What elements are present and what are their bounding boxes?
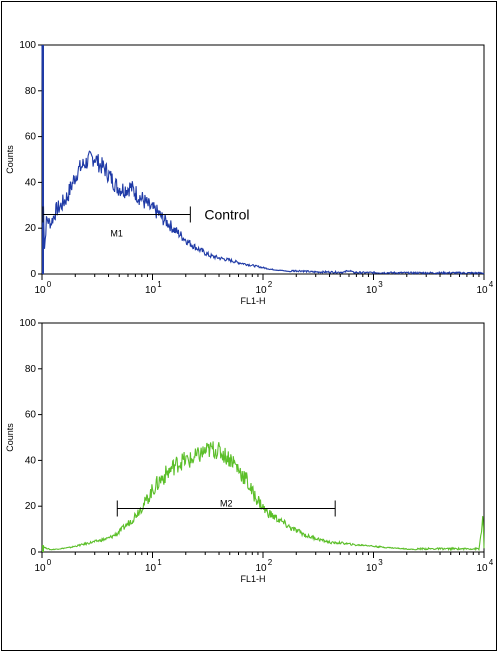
gate-label: M2 [220, 498, 233, 508]
y-tick-label: 0 [30, 269, 36, 280]
gate-marker: M1 [42, 206, 191, 238]
y-tick-label: 60 [25, 132, 37, 143]
x-tick-exponent: 1 [157, 280, 162, 289]
y-axis-label: Counts [5, 145, 15, 174]
y-tick-label: 80 [25, 86, 37, 97]
y-tick-label: 40 [25, 455, 37, 466]
x-tick-exponent: 0 [47, 558, 52, 567]
x-axis-label: FL1-H [240, 574, 265, 584]
y-axis-label: Counts [5, 423, 15, 452]
gate-marker: M2 [116, 498, 336, 517]
gate-label: M1 [110, 228, 123, 238]
x-tick-exponent: 0 [47, 280, 52, 289]
x-tick-exponent: 1 [157, 558, 162, 567]
x-tick-base: 10 [255, 285, 267, 296]
x-tick-label: 103 [366, 558, 383, 574]
y-tick-label: 100 [19, 318, 36, 329]
plot-area [41, 322, 485, 553]
x-tick-label: 104 [476, 558, 493, 574]
y-tick-label: 20 [25, 501, 37, 512]
x-tick-exponent: 4 [489, 280, 494, 289]
x-tick-label: 102 [255, 558, 272, 574]
x-tick-label: 103 [366, 280, 383, 296]
x-axis-label: FL1-H [240, 296, 265, 306]
x-tick-base: 10 [34, 285, 46, 296]
x-tick-exponent: 2 [268, 558, 273, 567]
histogram-line [41, 45, 485, 275]
y-tick-label: 40 [25, 177, 37, 188]
x-tick-label: 100 [34, 558, 51, 574]
x-tick-label: 101 [145, 280, 162, 296]
x-tick-base: 10 [476, 563, 488, 574]
x-tick-base: 10 [366, 563, 378, 574]
y-tick-label: 80 [25, 364, 37, 375]
x-tick-label: 104 [476, 280, 493, 296]
x-tick-base: 10 [145, 285, 157, 296]
x-tick-base: 10 [255, 563, 267, 574]
x-tick-label: 100 [34, 280, 51, 296]
x-tick-base: 10 [366, 285, 378, 296]
x-tick-base: 10 [476, 285, 488, 296]
histogram-panel-control: 020406080100100101102103104FL1-HCountsM1… [5, 40, 494, 306]
control-annotation: Control [204, 206, 249, 222]
x-tick-exponent: 2 [268, 280, 273, 289]
x-tick-exponent: 3 [378, 280, 383, 289]
x-tick-label: 102 [255, 280, 272, 296]
y-tick-label: 0 [30, 547, 36, 558]
histogram-line [41, 441, 485, 552]
x-tick-exponent: 3 [378, 558, 383, 567]
y-tick-label: 20 [25, 223, 37, 234]
x-tick-base: 10 [145, 563, 157, 574]
y-tick-label: 60 [25, 410, 37, 421]
y-tick-label: 100 [19, 40, 36, 51]
x-tick-exponent: 4 [489, 558, 494, 567]
x-tick-base: 10 [34, 563, 46, 574]
plot-area [41, 44, 485, 275]
x-tick-label: 101 [145, 558, 162, 574]
